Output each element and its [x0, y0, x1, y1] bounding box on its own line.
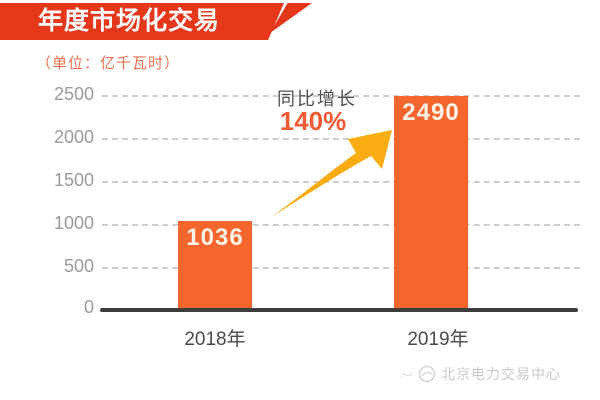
x-axis-line	[100, 308, 578, 312]
unit-label: （单位：亿千瓦时）	[36, 55, 181, 72]
watermark-text: 北京电力交易中心	[441, 366, 562, 382]
x-label-2019: 2019年	[407, 329, 469, 350]
gridline-1000	[102, 224, 580, 226]
growth-arrow-icon	[270, 130, 392, 218]
bar-value-2018: 1036	[186, 224, 244, 251]
gridline-2500	[102, 95, 580, 97]
title-banner: 年度市场化交易	[0, 3, 284, 40]
page-title: 年度市场化交易	[38, 7, 221, 35]
x-label-2018: 2018年	[184, 329, 246, 350]
gridline-2000	[102, 138, 580, 140]
gridline-500	[102, 267, 580, 269]
bar-2018: 1036	[178, 221, 252, 310]
bar-value-2019: 2490	[402, 99, 460, 126]
watermark-scribble-icon: 〜	[398, 366, 415, 384]
y-tick-500: 500	[63, 256, 94, 276]
growth-annotation-label: 同比增长	[277, 89, 357, 109]
bar-2019: 2490	[394, 96, 468, 310]
y-tick-2500: 2500	[53, 84, 94, 104]
y-tick-1000: 1000	[53, 213, 94, 233]
power-exchange-logo-icon	[418, 365, 436, 383]
y-tick-0: 0	[83, 297, 94, 317]
y-tick-1500: 1500	[53, 170, 94, 190]
watermark: 〜 北京电力交易中心	[398, 361, 590, 387]
gridline-1500	[102, 181, 580, 183]
y-tick-2000: 2000	[53, 127, 94, 147]
growth-annotation-value: 140%	[279, 106, 347, 136]
